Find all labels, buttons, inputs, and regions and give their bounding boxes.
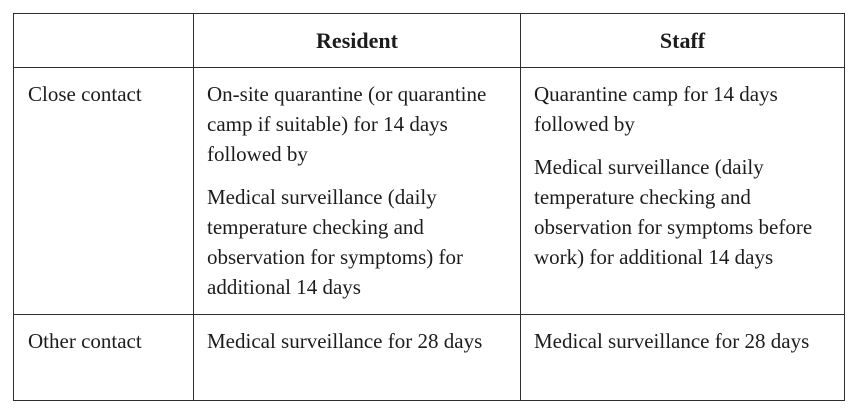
cell-paragraph: Medical surveillance for 28 days — [534, 329, 810, 353]
column-header-resident: Resident — [193, 13, 521, 68]
cell-close-contact-resident: On-site quarantine (or quarantine camp i… — [193, 67, 521, 315]
cell-close-contact-staff: Quarantine camp for 14 days followed by … — [520, 67, 845, 315]
cell-paragraph: Medical surveillance for 28 days — [207, 329, 483, 353]
row-label-close-contact: Close contact — [13, 67, 194, 315]
quarantine-measures-table: Resident Staff Close contact On-site qua… — [13, 13, 845, 401]
row-label-other-contact: Other contact — [13, 314, 194, 401]
cell-other-contact-resident: Medical surveillance for 28 days — [193, 314, 521, 401]
cell-paragraph: Quarantine camp for 14 days followed by — [534, 82, 778, 136]
table-row-close-contact: Close contact On-site quarantine (or qua… — [13, 67, 845, 315]
cell-paragraph: On-site quarantine (or quarantine camp i… — [207, 82, 487, 166]
cell-paragraph: Medical surveillance (daily temperature … — [534, 155, 813, 269]
table-header-row: Resident Staff — [13, 13, 845, 68]
cell-other-contact-staff: Medical surveillance for 28 days — [520, 314, 845, 401]
table-row-other-contact: Other contact Medical surveillance for 2… — [13, 314, 845, 401]
column-header-staff: Staff — [520, 13, 845, 68]
cell-paragraph: Medical surveillance (daily temperature … — [207, 185, 464, 299]
corner-cell — [13, 13, 194, 68]
